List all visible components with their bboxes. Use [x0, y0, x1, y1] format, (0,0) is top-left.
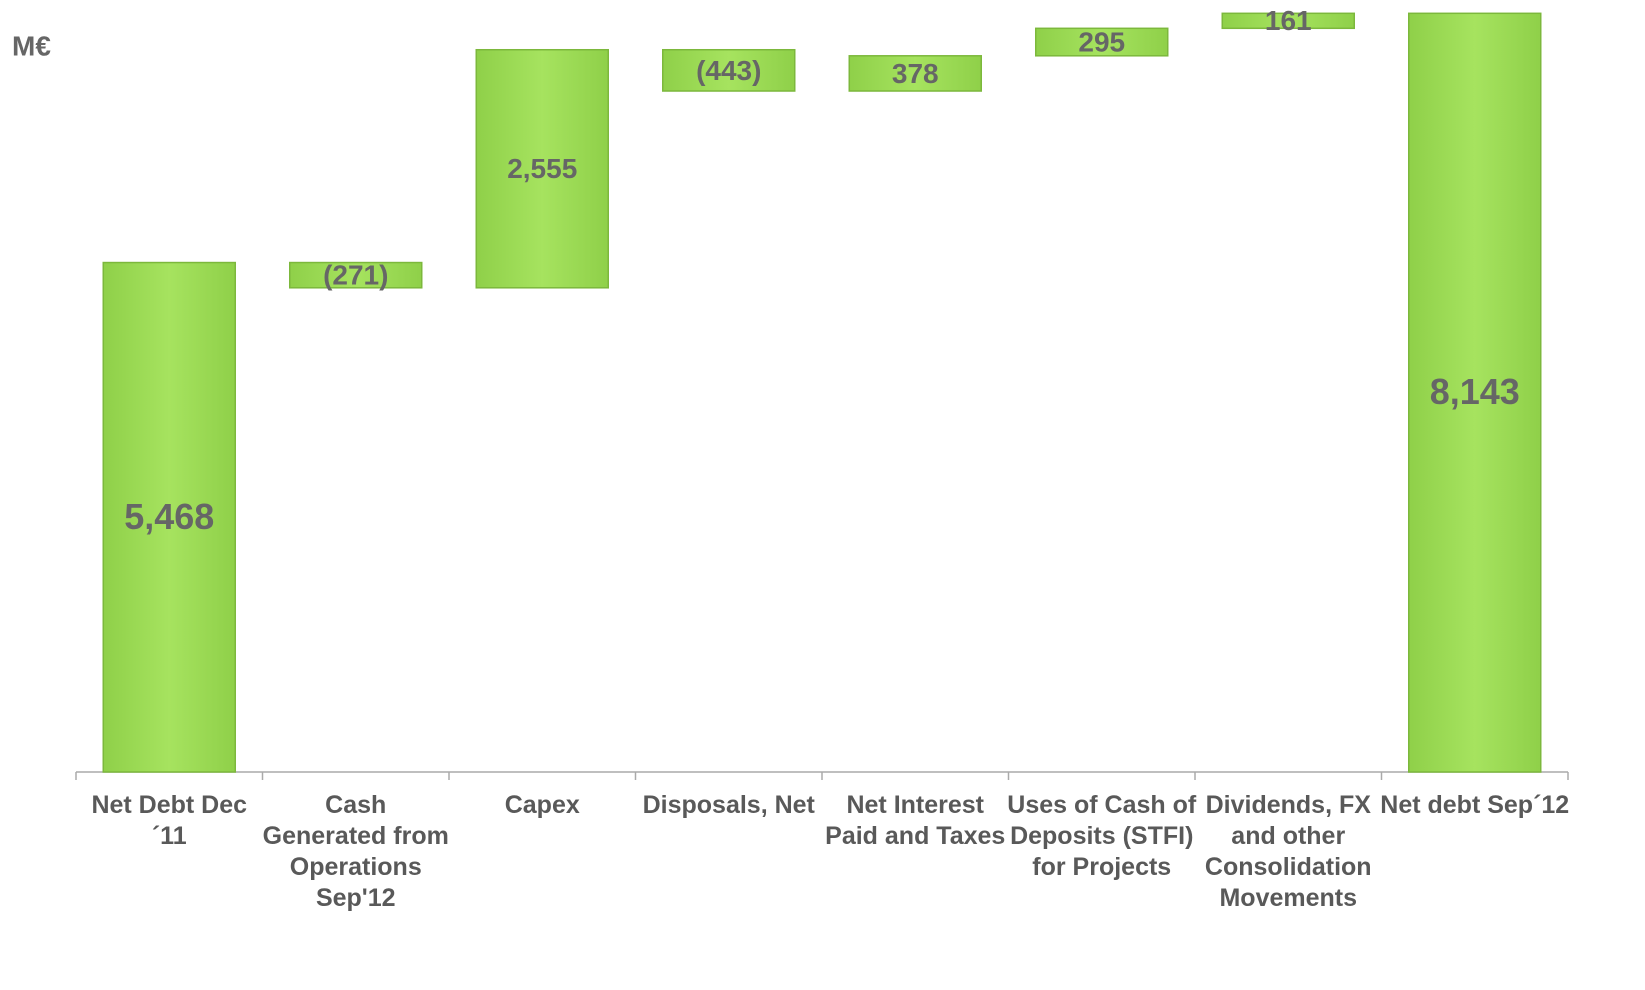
x-tick-label: Capex [504, 791, 580, 819]
bar [1221, 12, 1355, 30]
x-tick-label: Uses of Cash of Deposits (STFI) for Proj… [1007, 791, 1197, 881]
value-label: 2,555 [507, 153, 577, 184]
value-label: 5,468 [124, 496, 214, 537]
value-label: 8,143 [1430, 371, 1520, 412]
bar [475, 48, 609, 289]
x-tick-label: Net debt Sep´12 [1380, 791, 1570, 819]
value-label: 378 [892, 58, 939, 89]
value-label: 295 [1078, 26, 1125, 57]
x-tick-label: Net Interest Paid and Taxes [825, 791, 1006, 850]
bar [1035, 27, 1169, 57]
x-tick-label: Disposals, Net [642, 791, 815, 819]
value-label: (443) [696, 55, 761, 86]
bar [662, 48, 796, 92]
bar [848, 55, 982, 92]
x-tick-label: Net Debt Dec´11 [91, 791, 248, 850]
value-label: (271) [323, 260, 388, 291]
bar [1408, 12, 1542, 773]
unit-label: M€ [12, 30, 51, 61]
bar [289, 261, 423, 289]
value-label: 161 [1265, 5, 1312, 36]
bar [102, 261, 236, 773]
x-tick-label: Dividends, FX and other Consolidation Mo… [1204, 791, 1372, 912]
x-tick-label: Cash Generated from Operations Sep'12 [262, 791, 449, 912]
